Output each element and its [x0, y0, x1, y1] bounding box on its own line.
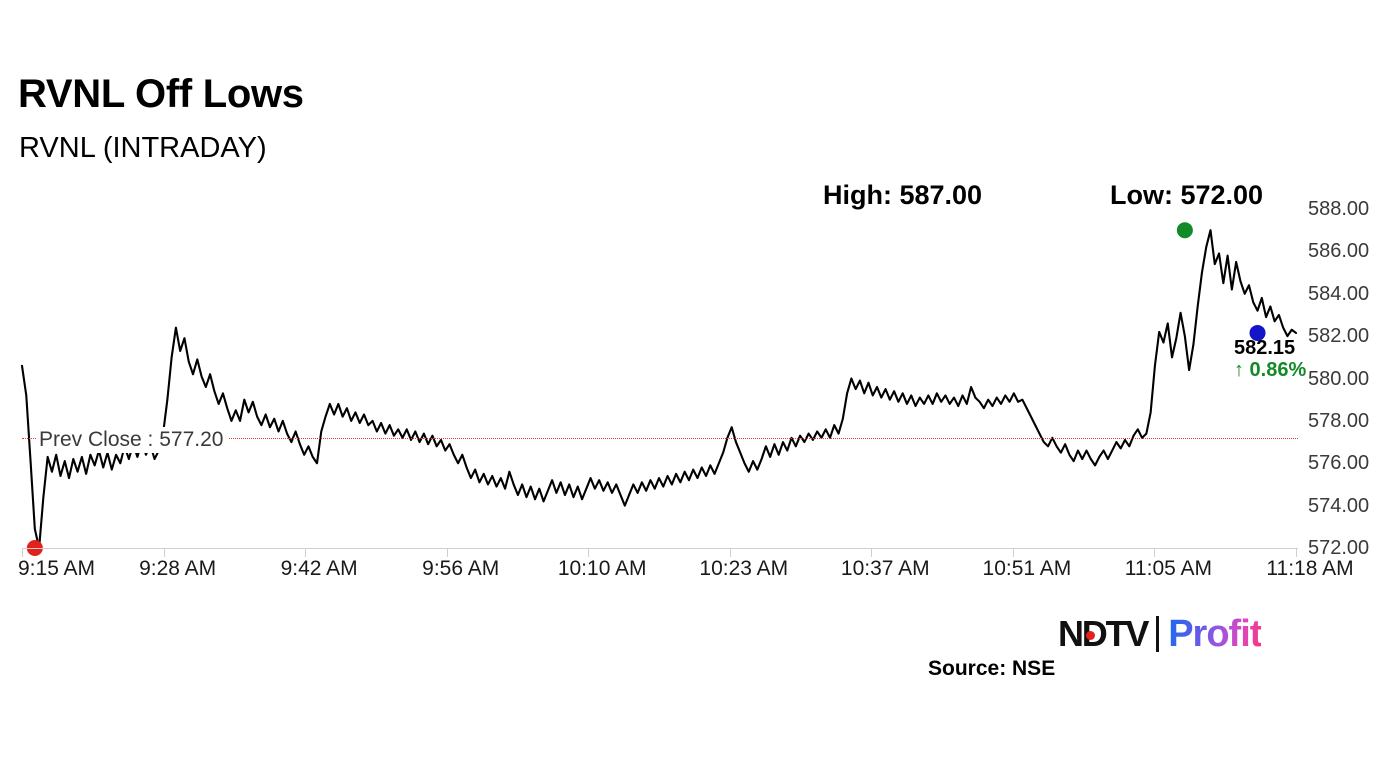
- x-tick-label: 10:37 AM: [840, 557, 930, 580]
- page-title: RVNL Off Lows: [18, 72, 304, 116]
- y-tick-label: 582.00: [1308, 325, 1370, 348]
- y-tick-label: 584.00: [1308, 282, 1370, 305]
- ndtv-profit-logo: NDTV Profit: [1058, 612, 1262, 656]
- x-tick-mark: [22, 548, 23, 557]
- high-marker-icon: [1176, 222, 1193, 239]
- x-tick-mark: [1154, 548, 1156, 557]
- x-tick-mark: [305, 548, 307, 557]
- x-tick-mark: [1012, 548, 1014, 557]
- profit-wordmark: Profit: [1168, 613, 1262, 655]
- y-tick-label: 574.00: [1308, 494, 1370, 517]
- high-value-label: High: 587.00: [823, 180, 983, 210]
- last-price-badge: 582.15 ↑ 0.86%: [1234, 337, 1307, 381]
- y-tick-label: 586.00: [1308, 240, 1370, 263]
- x-tick-mark: [163, 548, 165, 557]
- y-tick-label: 578.00: [1308, 409, 1370, 432]
- x-tick-label: 10:23 AM: [699, 557, 789, 580]
- x-tick-mark: [1296, 548, 1297, 557]
- x-tick-mark: [729, 548, 731, 557]
- x-axis-ticks: [0, 548, 1382, 558]
- prev-close-label: Prev Close : 577.20: [36, 426, 229, 453]
- y-tick-label: 580.00: [1308, 367, 1370, 390]
- last-price-change: ↑ 0.86%: [1234, 358, 1307, 381]
- x-tick-label: 11:05 AM: [1124, 557, 1212, 580]
- x-tick-label: 9:15 AM: [18, 557, 96, 580]
- chart-subtitle: RVNL (INTRADAY): [19, 132, 267, 164]
- prev-close-line: [22, 437, 1298, 439]
- source-label: Source: NSE: [928, 657, 1056, 680]
- y-axis: 572.00 574.00 576.00 578.00 580.00 582.00 584.…: [1308, 190, 1382, 560]
- x-tick-mark: [446, 548, 448, 557]
- chart-plot-area: [0, 190, 1306, 556]
- y-tick-label: 572.00: [1308, 537, 1370, 559]
- low-value-label: Low: 572.00: [1110, 180, 1264, 210]
- price-line-chart: [20, 222, 1298, 556]
- x-axis-line: [22, 548, 1298, 549]
- logo-divider: [1156, 616, 1160, 652]
- price-line: [20, 229, 1298, 550]
- x-tick-label: 11:18 AM: [1266, 557, 1354, 580]
- x-tick-label: 9:28 AM: [139, 557, 217, 580]
- x-tick-mark: [588, 548, 590, 557]
- x-tick-label: 10:10 AM: [557, 557, 647, 580]
- ndtv-text: NDTV: [1058, 613, 1149, 654]
- ndtv-red-dot-icon: [1086, 631, 1095, 640]
- y-tick-label: 588.00: [1308, 198, 1370, 220]
- last-price-marker-icon: [1249, 324, 1266, 341]
- x-axis: 9:15 AM 9:28 AM 9:42 AM 9:56 AM 10:10 AM 10:2…: [0, 558, 1382, 588]
- x-tick-label: 10:51 AM: [982, 557, 1072, 580]
- ndtv-wordmark: NDTV: [1058, 613, 1149, 654]
- x-tick-label: 9:42 AM: [280, 557, 358, 580]
- x-tick-label: 9:56 AM: [422, 557, 500, 580]
- last-price-value: 582.15: [1234, 337, 1296, 359]
- y-tick-label: 576.00: [1308, 452, 1370, 475]
- x-tick-mark: [871, 548, 873, 557]
